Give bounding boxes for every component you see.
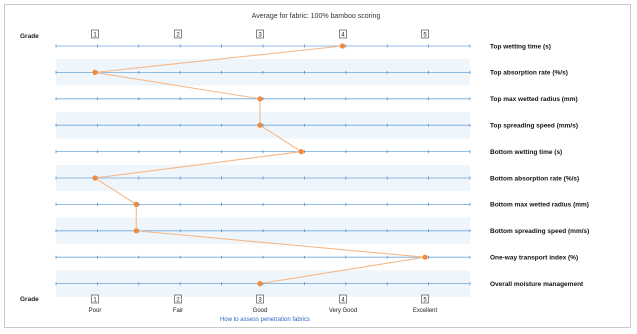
assess-link[interactable]: How to assess penetration fabrics [220,317,310,323]
grade-number: 4 [341,33,345,39]
grade-number: 3 [258,33,262,39]
grade-box [174,294,182,304]
rating-label: Good [253,308,268,314]
parameter-label: Top max wetted radius (mm) [490,96,578,103]
grade-boxes-top: 1 2 3 4 5 [91,29,429,39]
score-line [93,45,426,285]
score-markers [92,43,428,287]
parameter-labels: Top wetting time (s) Top absorption rate … [490,43,589,288]
parameter-label: Top absorption rate (%/s) [490,70,568,77]
score-marker [339,43,346,49]
grade-number: 5 [423,298,427,304]
grade-ticks [55,44,471,286]
grade-box [91,294,99,304]
grade-number: 1 [93,33,97,39]
grade-box [339,294,347,304]
score-marker [133,201,139,207]
grade-number: 4 [341,298,345,304]
parameter-label: Top wetting time (s) [490,43,551,50]
grade-number: 2 [176,33,180,39]
grade-box [421,294,429,304]
score-marker [298,149,304,155]
grade-number: 5 [423,33,427,39]
rating-label: Poor [89,308,102,314]
parameter-label: One-way transport index (%) [490,255,578,262]
parameter-label: Bottom absorption rate (%/s) [490,175,579,182]
grade-box [256,29,264,39]
rating-labels: Poor Fair Good Very Good Excellent [89,308,438,314]
score-marker [257,122,263,128]
score-marker [257,96,263,102]
grade-box [256,294,264,304]
rating-label: Very Good [329,308,357,314]
grade-box [421,29,429,39]
parameter-label: Top spreading speed (mm/s) [490,123,578,130]
rating-label: Excellent [413,308,438,314]
grade-number: 2 [176,298,180,304]
parameter-label: Bottom spreading speed (mm/s) [490,228,589,235]
grade-box [339,29,347,39]
grade-number: 1 [93,298,97,304]
score-marker [133,228,139,234]
parameter-label: Bottom wetting time (s) [490,149,562,156]
grade-boxes-bottom: 1 2 3 4 5 [91,294,429,304]
chart-title: Average for fabric: 100% bamboo scoring [252,13,381,20]
grade-box [91,29,99,39]
parameter-label: Bottom max wetted radius (mm) [490,202,589,209]
score-marker [92,175,98,181]
grade-label-bottom: Grade [20,296,39,303]
score-marker [92,69,98,75]
grade-number: 3 [258,298,262,304]
grade-label-top: Grade [20,33,39,40]
rating-label: Fair [173,308,183,314]
score-marker [257,281,263,287]
score-marker [422,254,428,260]
grade-box [174,29,182,39]
parameter-label: Overall moisture management [490,281,584,288]
